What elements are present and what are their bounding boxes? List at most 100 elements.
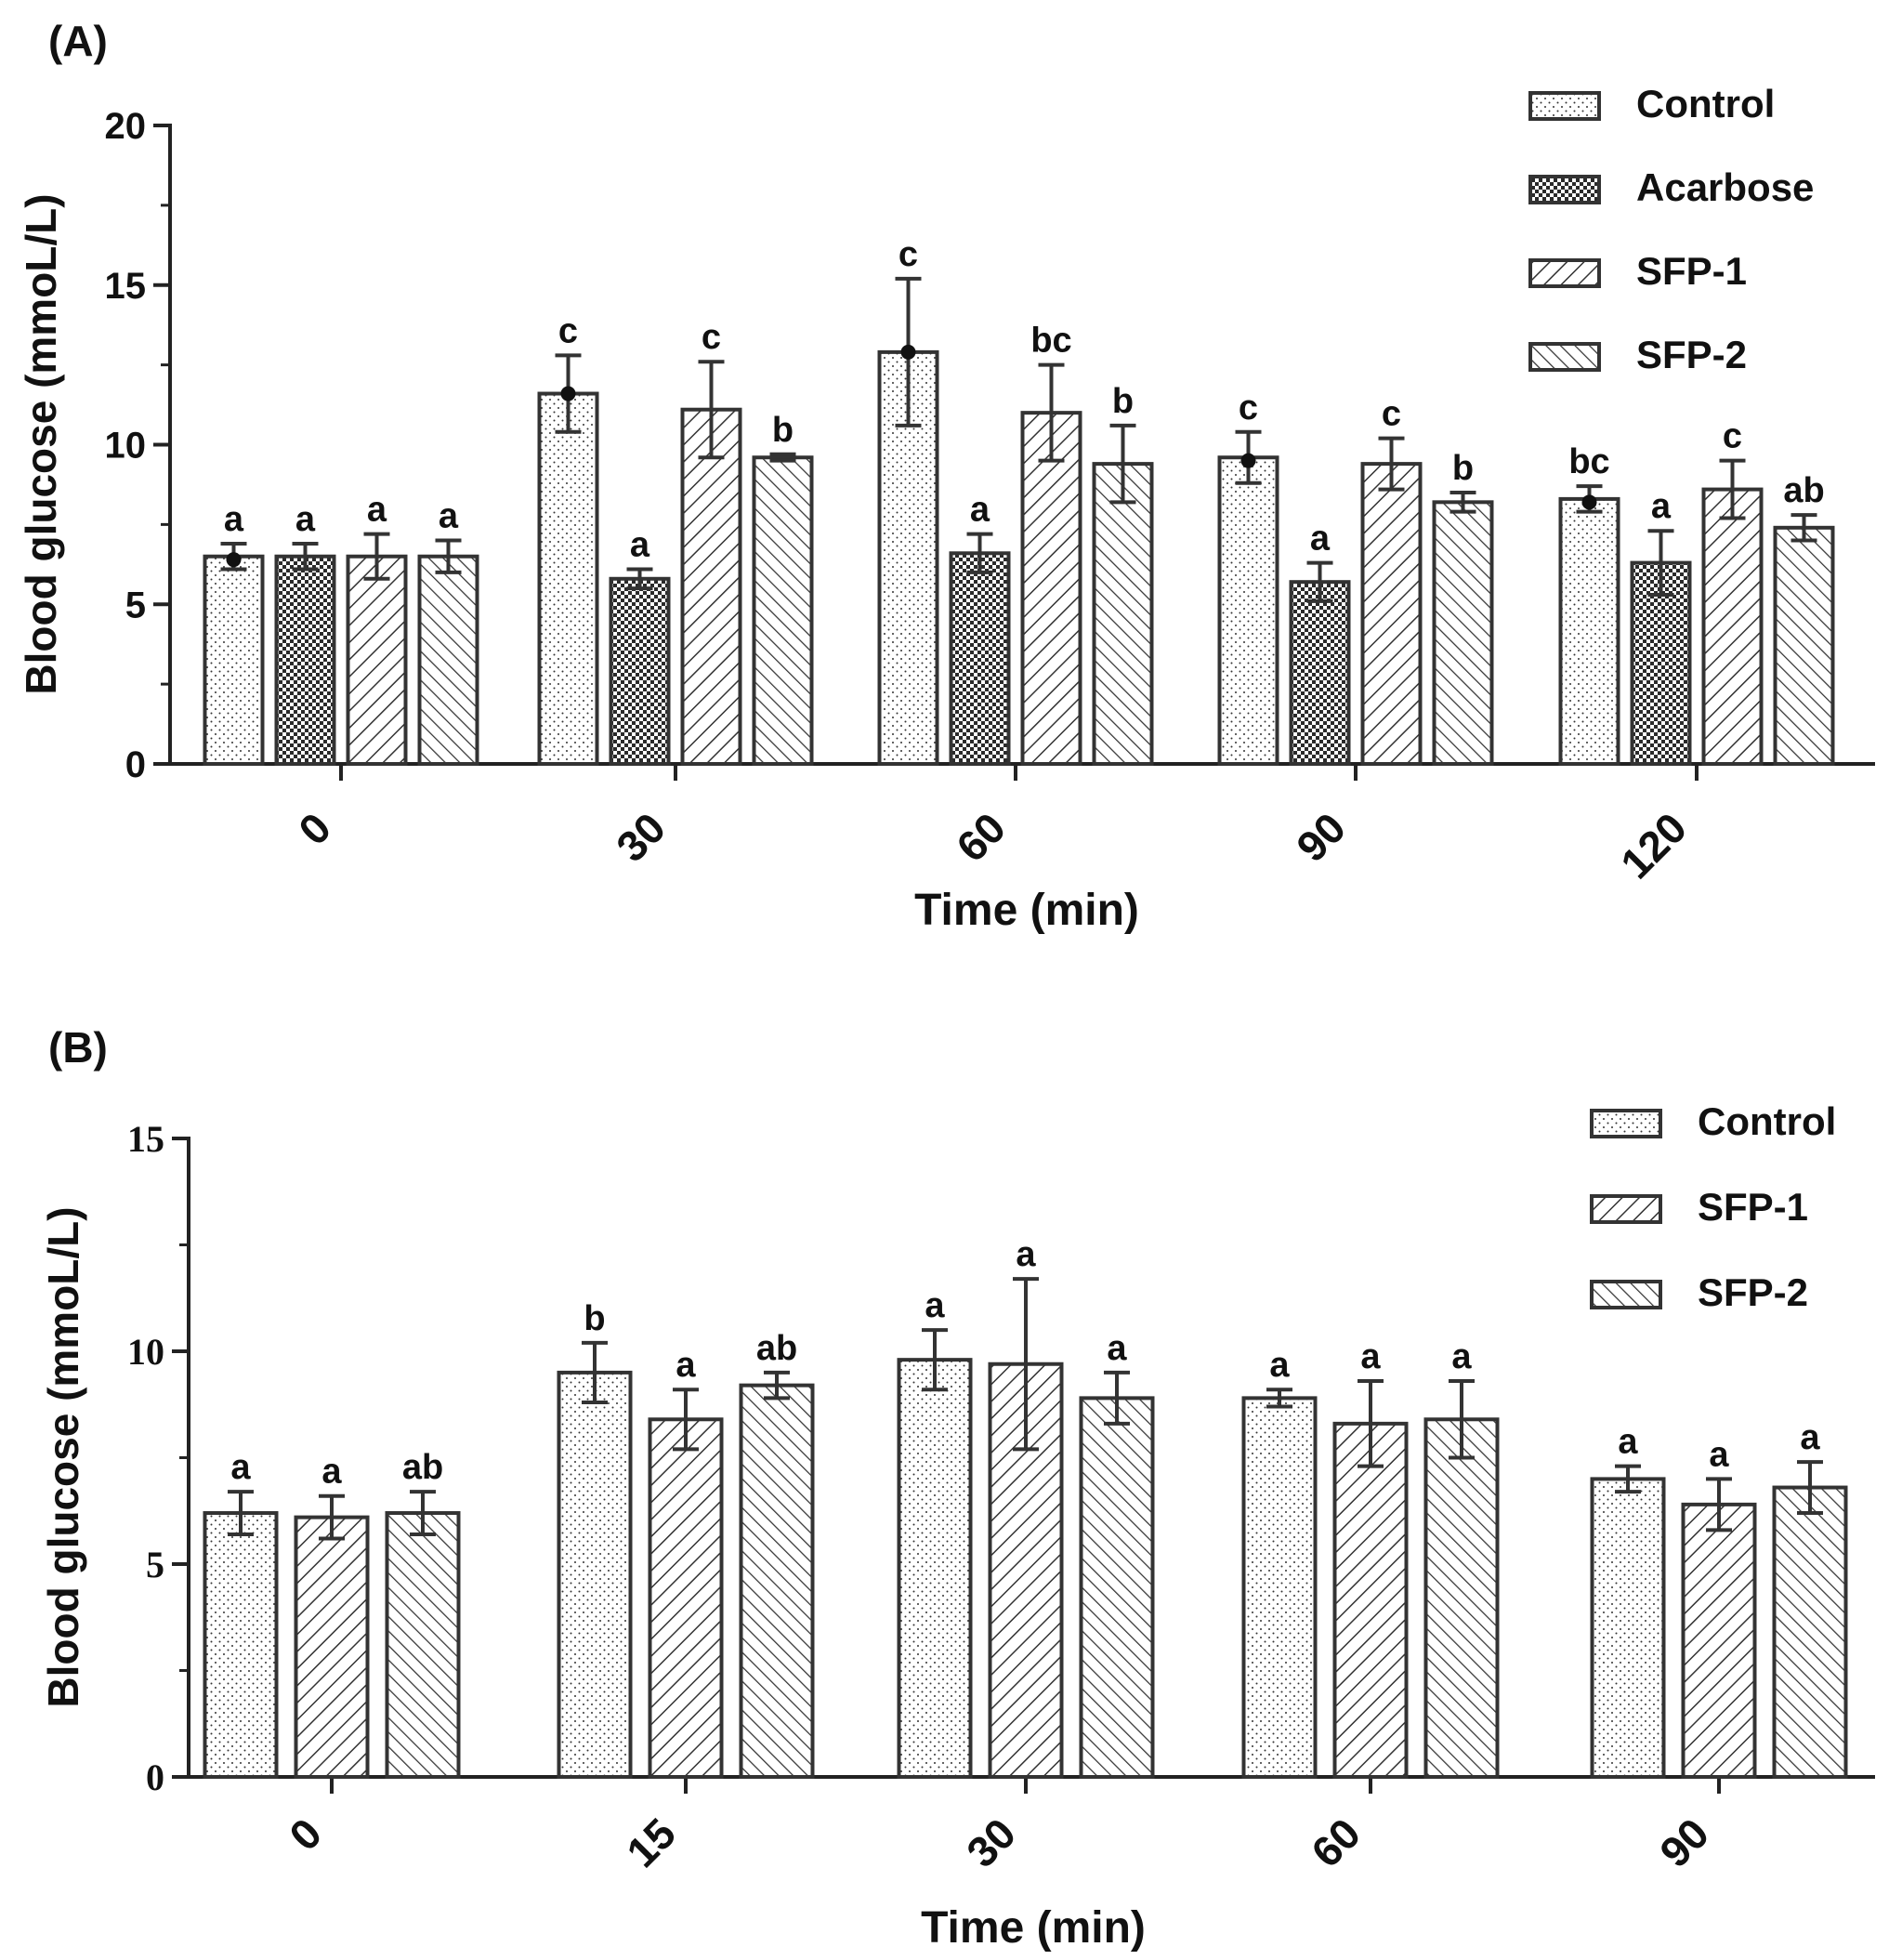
significance-letter: a bbox=[295, 500, 316, 539]
panel-label: (B) bbox=[48, 1023, 108, 1072]
x-category-label: 30 bbox=[607, 803, 675, 871]
x-category-label: 120 bbox=[1611, 803, 1696, 888]
bar-sfp-1 bbox=[648, 1417, 724, 1780]
control-point-marker bbox=[900, 344, 916, 360]
significance-letter: a bbox=[1451, 1337, 1472, 1376]
x-axis-title: Time (min) bbox=[921, 1903, 1146, 1953]
y-tick-label: 10 bbox=[105, 426, 147, 467]
significance-letter: a bbox=[439, 497, 459, 536]
bar-sfp-1 bbox=[1360, 462, 1423, 766]
significance-letter: a bbox=[1651, 487, 1672, 526]
legend-label-control: Control bbox=[1636, 82, 1775, 125]
significance-letter: a bbox=[1310, 520, 1331, 559]
bar-sfp-2 bbox=[1772, 1485, 1848, 1780]
significance-letter: bc bbox=[1030, 322, 1071, 361]
bar-sfp-2 bbox=[1773, 525, 1835, 766]
significance-letter: c bbox=[1239, 388, 1258, 428]
y-tick-label: 15 bbox=[105, 266, 147, 307]
significance-letter: a bbox=[970, 491, 990, 530]
control-point-marker bbox=[1240, 453, 1256, 468]
legend-label-control: Control bbox=[1698, 1099, 1836, 1143]
significance-letter: c bbox=[1382, 395, 1401, 434]
legend-swatch-sfp-2 bbox=[1528, 342, 1601, 372]
significance-letter: a bbox=[1618, 1423, 1638, 1462]
significance-letter: ab bbox=[402, 1448, 443, 1487]
legend-swatch-sfp-1 bbox=[1528, 258, 1601, 288]
legend-swatch-control bbox=[1528, 91, 1601, 121]
significance-letter: a bbox=[676, 1346, 696, 1385]
control-point-marker bbox=[226, 552, 242, 568]
significance-letter: a bbox=[1269, 1346, 1290, 1385]
x-axis-title: Time (min) bbox=[914, 886, 1139, 935]
x-category-label: 0 bbox=[280, 1809, 331, 1860]
bar-sfp-1 bbox=[680, 407, 742, 766]
legend-label-sfp-2: SFP-2 bbox=[1698, 1270, 1808, 1314]
significance-letter: b bbox=[772, 411, 794, 450]
y-axis-title: Blood glucose (mmoL/L) bbox=[17, 193, 65, 694]
x-category-label: 60 bbox=[1302, 1809, 1370, 1876]
panel-a: (A) 0 5 10 15 20 Blood glucose (mmoL/L) Time (m… bbox=[17, 17, 1875, 935]
y-tick-label: 15 bbox=[127, 1118, 164, 1160]
control-point-marker bbox=[560, 386, 576, 401]
bar-control bbox=[1558, 496, 1620, 767]
bar-control bbox=[203, 1511, 279, 1780]
y-tick-label: 5 bbox=[125, 585, 146, 625]
bar-acarbose bbox=[274, 554, 336, 766]
x-category-label: 60 bbox=[947, 803, 1015, 871]
panel-b: (B) 0 5 10 15 Blood glucose (mmoL/L) Time (min… bbox=[39, 1023, 1875, 1953]
bar-sfp-1 bbox=[1681, 1502, 1757, 1779]
legend-swatch-acarbose bbox=[1528, 175, 1601, 204]
y-tick-label: 5 bbox=[146, 1544, 164, 1585]
y-axis-title: Blood glucose (mmoL/L) bbox=[39, 1206, 87, 1707]
x-category-label: 30 bbox=[957, 1809, 1025, 1876]
bar-acarbose bbox=[949, 551, 1011, 766]
bar-control bbox=[1241, 1396, 1318, 1779]
significance-letter: c bbox=[558, 311, 578, 350]
bar-sfp-2 bbox=[1092, 462, 1154, 766]
significance-letter: ab bbox=[756, 1329, 797, 1368]
x-category-label: 90 bbox=[1287, 803, 1355, 871]
significance-letter: a bbox=[925, 1286, 945, 1325]
bar-control bbox=[1217, 455, 1279, 766]
significance-letter: ab bbox=[1783, 471, 1824, 510]
y-tick-label: 20 bbox=[105, 106, 147, 147]
significance-letter: a bbox=[367, 491, 387, 530]
bar-sfp-1 bbox=[294, 1515, 370, 1779]
bar-control bbox=[897, 1358, 973, 1780]
bar-sfp-2 bbox=[752, 455, 814, 766]
bar-sfp-2 bbox=[417, 554, 479, 766]
bar-sfp-2 bbox=[1079, 1396, 1155, 1779]
panel-label: (A) bbox=[48, 17, 108, 65]
significance-letter: a bbox=[1360, 1337, 1381, 1376]
bar-sfp-1 bbox=[1332, 1421, 1409, 1779]
significance-letter: a bbox=[1800, 1418, 1820, 1457]
significance-letter: a bbox=[321, 1453, 342, 1492]
legend-label-acarbose: Acarbose bbox=[1636, 165, 1814, 209]
significance-letter: a bbox=[230, 1448, 251, 1487]
bar-control bbox=[203, 554, 265, 766]
legend-label-sfp-1: SFP-1 bbox=[1636, 249, 1747, 293]
significance-letter: b bbox=[1452, 449, 1474, 488]
bar-control bbox=[537, 391, 599, 766]
significance-letter: c bbox=[1723, 417, 1742, 456]
legend-swatch-control bbox=[1590, 1109, 1662, 1138]
x-category-label: 15 bbox=[617, 1809, 685, 1876]
bar-sfp-1 bbox=[1701, 487, 1764, 767]
x-category-label: 0 bbox=[289, 803, 340, 854]
bar-sfp-2 bbox=[739, 1383, 815, 1779]
bar-sfp-1 bbox=[346, 554, 408, 766]
bar-control bbox=[557, 1370, 633, 1780]
significance-letter: bc bbox=[1568, 442, 1609, 481]
bar-sfp-1 bbox=[1020, 411, 1082, 766]
y-tick-label: 0 bbox=[146, 1756, 164, 1798]
legend-label-sfp-2: SFP-2 bbox=[1636, 333, 1747, 376]
legend-label-sfp-1: SFP-1 bbox=[1698, 1185, 1808, 1229]
legend-swatch-sfp-1 bbox=[1590, 1194, 1662, 1224]
x-category-label: 90 bbox=[1650, 1809, 1718, 1876]
bar-acarbose bbox=[1289, 580, 1351, 767]
y-tick-label: 10 bbox=[127, 1331, 164, 1373]
bar-control bbox=[1590, 1477, 1666, 1780]
significance-letter: c bbox=[899, 235, 918, 274]
bar-sfp-2 bbox=[385, 1511, 461, 1780]
